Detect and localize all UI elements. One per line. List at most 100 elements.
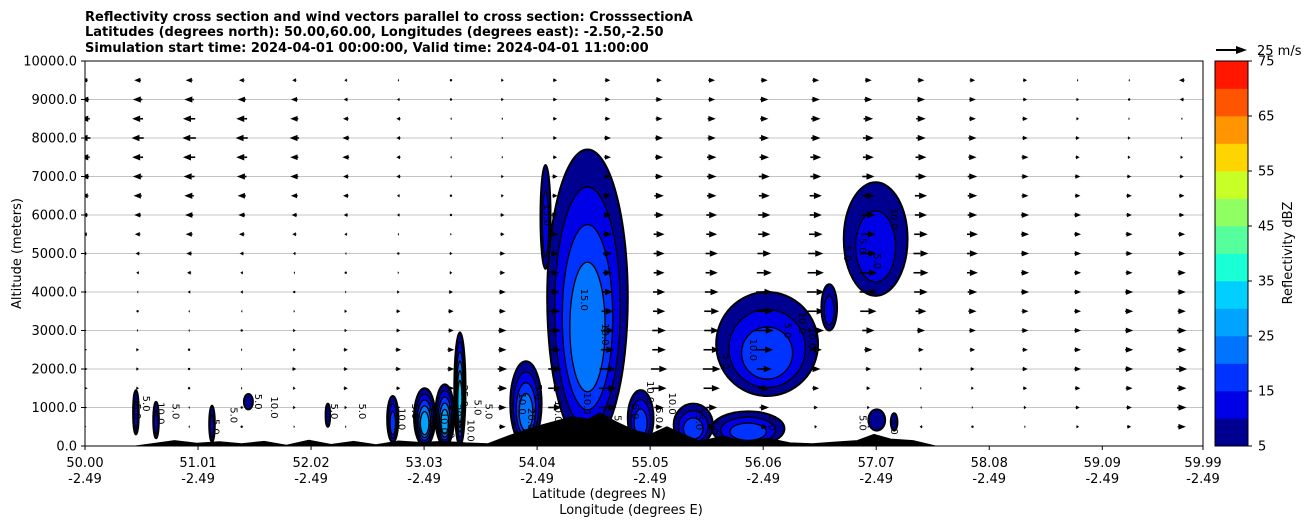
- wind-vector-head: [236, 154, 245, 161]
- wind-vector-head: [918, 173, 927, 180]
- wind-vector: [549, 308, 561, 315]
- wind-vector-head: [1179, 193, 1185, 199]
- wind-vector-head: [1076, 425, 1080, 429]
- wind-vector: [292, 232, 297, 237]
- wind-vector-head: [1022, 173, 1029, 180]
- wind-vector: [703, 346, 720, 353]
- wind-vector-head: [865, 154, 874, 161]
- wind-vector: [450, 232, 452, 236]
- colorbar-band: [1215, 253, 1248, 282]
- contour-label: 5.0: [228, 407, 239, 423]
- wind-vector: [604, 77, 611, 83]
- wind-vector: [499, 270, 506, 276]
- wind-vector-head: [969, 96, 976, 103]
- wind-vector-head: [293, 309, 295, 313]
- reflectivity-contour: [889, 412, 899, 432]
- wind-vector-head: [709, 231, 718, 238]
- wind-vector-head: [604, 135, 612, 141]
- wind-vector-head: [604, 173, 612, 180]
- wind-vector-head: [235, 134, 244, 142]
- wind-vector-head: [499, 385, 508, 392]
- wind-vector: [396, 425, 400, 429]
- wind-vector-head: [711, 385, 720, 392]
- wind-vector-head: [1178, 423, 1186, 430]
- wind-vector: [920, 406, 922, 409]
- wind-vector: [184, 192, 194, 199]
- contour-label: 5.0: [169, 403, 180, 419]
- reflectivity-contour: [740, 326, 794, 380]
- wind-vector-head: [1022, 347, 1028, 353]
- wind-vector-head: [708, 96, 716, 103]
- wind-vector-head: [184, 212, 193, 218]
- wind-vector-head: [553, 327, 562, 334]
- wind-vector: [498, 346, 507, 353]
- wind-vector: [240, 290, 244, 294]
- wind-vector-head: [1178, 385, 1187, 392]
- wind-vector-head: [1126, 385, 1133, 391]
- wind-vector: [652, 308, 666, 315]
- wind-vector: [1022, 135, 1028, 141]
- wind-vector-head: [1076, 405, 1080, 410]
- wind-vector: [1076, 117, 1080, 121]
- wind-vector: [1023, 386, 1028, 391]
- wind-vector: [707, 135, 716, 141]
- y-axis: 0.0 1000.0 2000.0 3000.0 4000.0 5000.0 6000.0 7…: [23, 55, 85, 455]
- wind-vector: [447, 347, 455, 353]
- wind-vector-head: [1128, 155, 1131, 159]
- wind-vector: [807, 269, 824, 276]
- wind-vector: [1181, 136, 1183, 140]
- contour-label: 10.0: [465, 419, 476, 441]
- wind-vector: [548, 423, 562, 430]
- wind-vector: [397, 232, 400, 236]
- wind-vector-head: [501, 174, 504, 179]
- wind-vector-head: [1022, 154, 1029, 160]
- wind-vector: [599, 365, 616, 373]
- wind-vector: [500, 232, 505, 237]
- contour-label: 5.0: [409, 403, 420, 419]
- wind-vector: [1020, 289, 1030, 295]
- wind-vector-head: [1126, 250, 1133, 257]
- wind-vector: [967, 231, 978, 238]
- wind-vector: [1022, 116, 1028, 122]
- wind-vector: [604, 97, 611, 102]
- reflectivity-cell: [453, 331, 467, 446]
- wind-vector-head: [1074, 327, 1082, 334]
- wind-vector-head: [449, 271, 453, 275]
- wind-vector-head: [917, 327, 926, 334]
- wind-vector: [758, 231, 771, 238]
- wind-vector: [809, 211, 822, 219]
- wind-vector-head: [1178, 404, 1187, 411]
- x-tick-label-latitude: 50.00: [66, 456, 103, 471]
- colorbar-tick-label: 45: [1258, 220, 1275, 235]
- reflectivity-contour: [440, 408, 450, 435]
- wind-vector-head: [345, 252, 347, 255]
- wind-vector: [236, 173, 247, 180]
- wind-vector-head: [397, 425, 400, 429]
- wind-vector: [501, 194, 504, 198]
- wind-vector: [1023, 97, 1028, 102]
- wind-vector: [344, 271, 347, 274]
- wind-vector-head: [293, 348, 296, 352]
- wind-vector-head: [1181, 136, 1183, 140]
- wind-vector: [136, 406, 139, 409]
- wind-vector: [185, 231, 193, 237]
- wind-vector-head: [761, 96, 769, 103]
- wind-vector: [813, 405, 818, 410]
- wind-vector-head: [605, 97, 611, 102]
- wind-vector-head: [132, 115, 141, 122]
- wind-vector-head: [814, 231, 823, 238]
- wind-vector-head: [761, 77, 768, 83]
- wind-vector: [448, 308, 454, 314]
- wind-vector-head: [814, 425, 818, 429]
- wind-vector-head: [344, 328, 348, 333]
- contour-label: 5.0: [472, 400, 483, 416]
- contour-label: 5.0: [445, 423, 456, 439]
- wind-vector: [552, 78, 558, 83]
- wind-vector-head: [132, 173, 141, 180]
- contour-label: 5.0: [653, 407, 664, 423]
- wind-vector: [1074, 385, 1081, 391]
- wind-vector: [1020, 269, 1030, 276]
- colorbar-band: [1215, 61, 1248, 89]
- wind-vector: [548, 404, 562, 411]
- wind-vector: [864, 346, 873, 353]
